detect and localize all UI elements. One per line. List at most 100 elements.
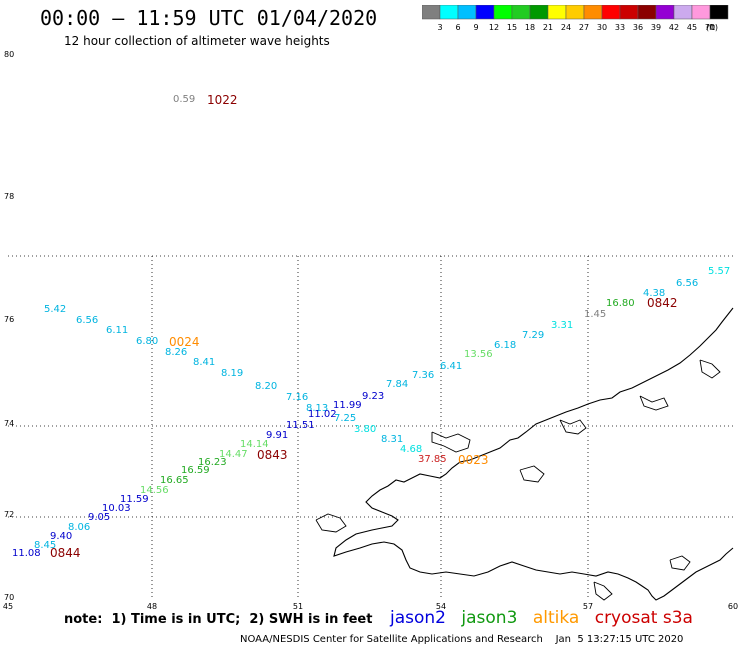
- longitude-label: 57: [583, 602, 593, 611]
- scale-label: 12: [489, 23, 499, 32]
- coastline-detail: [669, 555, 691, 571]
- longitude-label: 48: [147, 602, 157, 611]
- wave-height-reading: 7.29: [522, 330, 544, 341]
- wave-height-reading: 9.91: [266, 430, 288, 441]
- wave-height-reading: 14.14: [240, 439, 269, 450]
- pass-time-label: 1022: [207, 93, 238, 107]
- satellite-name-jason2: jason2: [390, 608, 446, 628]
- wave-height-reading: 16.80: [606, 298, 635, 309]
- wave-height-reading: 6.11: [106, 325, 128, 336]
- wave-height-reading: 5.57: [708, 266, 730, 277]
- longitude-label: 45: [3, 602, 13, 611]
- scale-label: 15: [507, 23, 517, 32]
- wave-height-reading: 0.59: [173, 94, 195, 105]
- scale-label: 21: [543, 23, 553, 32]
- scale-label: 36: [633, 23, 643, 32]
- scale-label: 3: [437, 23, 442, 32]
- scale-label: 6: [455, 23, 460, 32]
- scale-label: 24: [561, 23, 571, 32]
- wave-height-reading: 37.85: [418, 454, 447, 465]
- wave-height-reading: 7.25: [334, 413, 356, 424]
- wave-height-reading: 3.31: [551, 320, 573, 331]
- wave-height-reading: 6.41: [440, 361, 462, 372]
- pass-time-label: 0843: [257, 448, 288, 462]
- satellite-legend: jason2 jason3 altika cryosat s3a: [390, 608, 703, 628]
- wave-height-reading: 16.23: [198, 457, 227, 468]
- coastline-detail: [315, 513, 347, 533]
- scale-label: 70: [705, 23, 715, 32]
- wave-height-color-scale: 3 6 9 12 15 18 21 24 27 30 33 36 39 42 45 70(ft): [422, 5, 729, 32]
- wave-height-reading: 9.40: [50, 531, 72, 542]
- wave-height-reading: 6.18: [494, 340, 516, 351]
- wave-height-reading: 11.02: [308, 409, 337, 420]
- scale-label: 33: [615, 23, 625, 32]
- wave-height-reading: 8.41: [193, 357, 215, 368]
- note-text: note: 1) Time is in UTC; 2) SWH is in fe…: [64, 612, 373, 627]
- pass-time-label: 0844: [50, 546, 81, 560]
- wave-height-reading: 7.84: [386, 379, 408, 390]
- scale-label: 9: [473, 23, 478, 32]
- wave-height-reading: 6.56: [676, 278, 698, 289]
- wave-height-reading: 1.45: [584, 309, 606, 320]
- wave-height-reading: 8.45: [34, 540, 56, 551]
- latitude-label: 76: [4, 315, 14, 324]
- wave-height-reading: 9.23: [362, 391, 384, 402]
- latitude-label: 80: [4, 50, 14, 59]
- wave-height-reading: 8.13: [306, 403, 328, 414]
- scale-label: 42: [669, 23, 679, 32]
- wave-height-reading: 6.80: [136, 336, 158, 347]
- scale-label: 39: [651, 23, 661, 32]
- pass-time-label: 0024: [169, 335, 200, 349]
- wave-height-reading: 5.42: [44, 304, 66, 315]
- scale-unit: (ft): [706, 23, 718, 32]
- coastline: [333, 307, 734, 601]
- wave-height-reading: 8.26: [165, 347, 187, 358]
- longitude-label: 51: [293, 602, 303, 611]
- satellite-name-jason3: jason3: [461, 608, 518, 628]
- satellite-name-altika: altika: [532, 608, 580, 628]
- wave-height-reading: 8.20: [255, 381, 277, 392]
- wave-height-reading: 3.80: [354, 424, 376, 435]
- wave-height-reading: 11.08: [12, 548, 41, 559]
- wave-height-reading: 4.68: [400, 444, 422, 455]
- coastline-detail: [431, 431, 471, 453]
- wave-height-reading: 6.56: [76, 315, 98, 326]
- coastline-detail: [519, 465, 545, 483]
- coastline-detail: [593, 581, 613, 601]
- coastline-detail: [639, 395, 669, 411]
- wave-height-reading: 11.51: [286, 420, 315, 431]
- wave-height-reading: 8.31: [381, 434, 403, 445]
- footer-credit: NOAA/NESDIS Center for Satellite Applica…: [240, 634, 684, 645]
- page-subtitle: 12 hour collection of altimeter wave hei…: [64, 34, 330, 48]
- wave-height-reading: 8.19: [221, 368, 243, 379]
- coastline-detail: [559, 419, 587, 435]
- latitude-label: 74: [4, 419, 14, 428]
- latitude-label: 72: [4, 510, 14, 519]
- longitude-label: 54: [436, 602, 446, 611]
- latitude-label: 78: [4, 192, 14, 201]
- wave-height-reading: 7.36: [412, 370, 434, 381]
- pass-time-label: 0842: [647, 296, 678, 310]
- wave-height-reading: 11.99: [333, 400, 362, 411]
- wave-height-reading: 8.06: [68, 522, 90, 533]
- wave-height-reading: 13.56: [464, 349, 493, 360]
- wave-height-reading: 9.05: [88, 512, 110, 523]
- latitude-label: 70: [4, 593, 14, 602]
- scale-label: 27: [579, 23, 589, 32]
- scale-label: 45: [687, 23, 697, 32]
- wave-height-reading: 10.03: [102, 503, 131, 514]
- wave-height-reading: 14.47: [219, 449, 248, 460]
- wave-height-reading: 16.59: [181, 465, 210, 476]
- wave-height-reading: 7.16: [286, 392, 308, 403]
- wave-height-reading: 16.65: [160, 475, 189, 486]
- longitude-label: 60: [728, 602, 738, 611]
- satellite-name-cryosat-s3a: cryosat s3a: [594, 608, 693, 628]
- scale-label: 18: [525, 23, 535, 32]
- coastline-detail: [699, 359, 721, 379]
- page-title: 00:00 – 11:59 UTC 01/04/2020: [40, 6, 378, 30]
- scale-label: 30: [597, 23, 607, 32]
- wave-height-reading: 14.56: [140, 485, 169, 496]
- wave-height-reading: 4.38: [643, 288, 665, 299]
- wave-height-reading: 11.59: [120, 494, 149, 505]
